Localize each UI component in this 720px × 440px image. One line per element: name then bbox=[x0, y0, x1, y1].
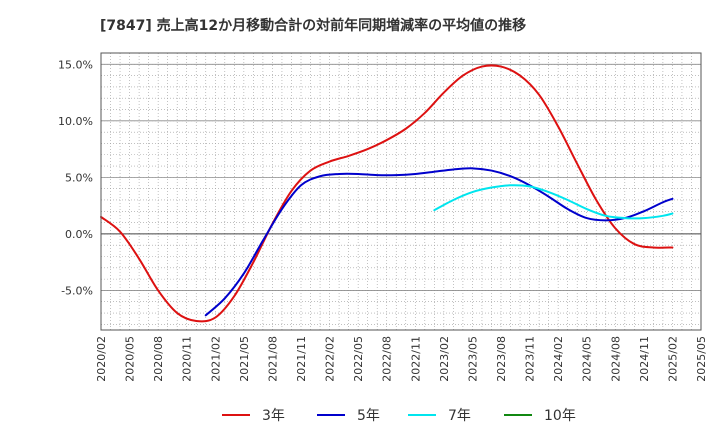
plot-area bbox=[101, 53, 701, 330]
x-tick-label: 2021/02 bbox=[209, 336, 222, 382]
axis-layer: 15.0% 10.0% 5.0% 0.0% -5.0% 2020/02 2020/05 202… bbox=[58, 52, 708, 382]
y-tick-label: 0.0% bbox=[65, 228, 93, 241]
legend-label-2: 5年 bbox=[357, 408, 380, 424]
x-tick-label: 2025/05 bbox=[695, 336, 708, 382]
grid-layer bbox=[100, 52, 702, 330]
x-tick-label: 2021/11 bbox=[295, 336, 308, 382]
x-tick-label: 2023/11 bbox=[524, 336, 537, 382]
x-tick-label: 2020/02 bbox=[95, 336, 108, 382]
x-tick-label: 2022/08 bbox=[381, 336, 394, 382]
x-tick-label: 2020/05 bbox=[124, 336, 137, 382]
x-tick-label: 2024/08 bbox=[609, 336, 622, 382]
legend-layer: 3年 5年 7年 10年 bbox=[222, 408, 576, 424]
x-tick-label: 2022/02 bbox=[324, 336, 337, 382]
x-tick-label: 2021/08 bbox=[266, 336, 279, 382]
series-line-3 bbox=[433, 184, 674, 220]
legend-label-1: 3年 bbox=[262, 408, 285, 424]
x-tick-label: 2020/08 bbox=[152, 336, 165, 382]
series-layer bbox=[100, 64, 674, 323]
legend-label-4: 10年 bbox=[544, 408, 576, 424]
series-line-2 bbox=[204, 167, 674, 317]
x-tick-label: 2022/11 bbox=[409, 336, 422, 382]
chart-title: [7847] 売上高12か月移動合計の対前年同期増減率の平均値の推移 bbox=[100, 17, 526, 34]
x-tick-label: 2020/11 bbox=[181, 336, 194, 382]
y-tick-label: 15.0% bbox=[58, 58, 93, 71]
x-tick-label: 2024/02 bbox=[552, 336, 565, 382]
legend-label-3: 7年 bbox=[448, 408, 471, 424]
x-tick-label: 2024/11 bbox=[638, 336, 651, 382]
plot-border bbox=[100, 52, 702, 331]
x-tick-label: 2023/05 bbox=[466, 336, 479, 382]
x-tick-label: 2023/08 bbox=[495, 336, 508, 382]
x-tick-label: 2024/05 bbox=[581, 336, 594, 382]
series-line-1 bbox=[100, 64, 674, 323]
x-tick-label: 2022/05 bbox=[352, 336, 365, 382]
y-tick-label: -5.0% bbox=[61, 284, 93, 297]
y-tick-label: 10.0% bbox=[58, 115, 93, 128]
y-tick-label: 5.0% bbox=[65, 171, 93, 184]
x-tick-label: 2023/02 bbox=[438, 336, 451, 382]
x-tick-label: 2021/05 bbox=[238, 336, 251, 382]
x-tick-label: 2025/02 bbox=[666, 336, 679, 382]
